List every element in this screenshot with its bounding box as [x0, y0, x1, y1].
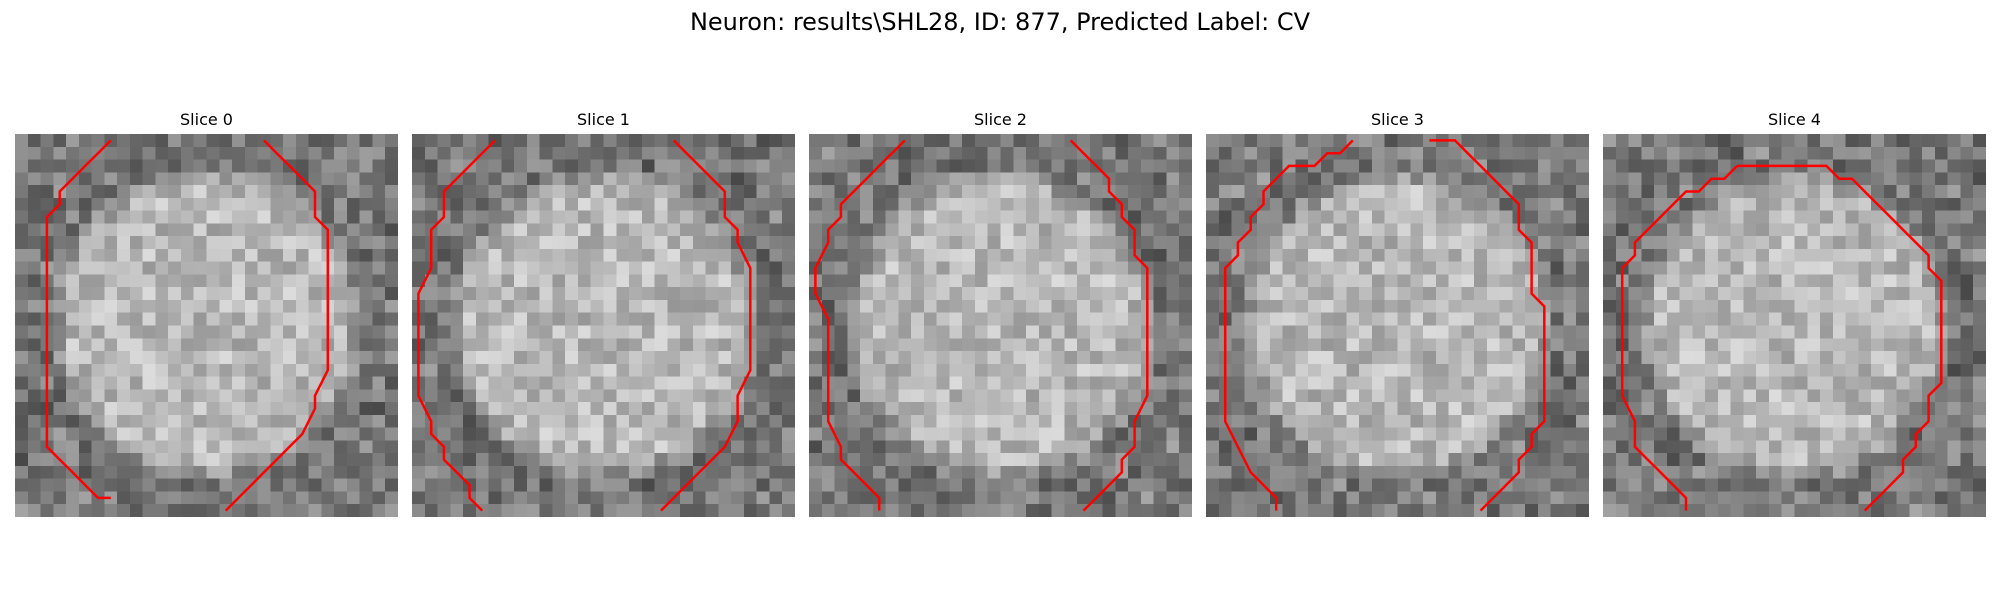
slice-title: Slice 2: [809, 109, 1192, 131]
slice-title: Slice 4: [1603, 109, 1986, 131]
slice-pixels: [1603, 134, 1986, 517]
slice-pixels: [809, 134, 1192, 517]
slice-image: [1206, 134, 1589, 517]
slice-title: Slice 1: [412, 109, 795, 131]
figure-title: Neuron: results\SHL28, ID: 877, Predicte…: [0, 5, 2000, 39]
slice-image: [1603, 134, 1986, 517]
slice-pixels: [412, 134, 795, 517]
slice-pixels: [15, 134, 398, 517]
slice-image: [412, 134, 795, 517]
slice-pixels: [1206, 134, 1589, 517]
slice-image: [809, 134, 1192, 517]
slice-title: Slice 3: [1206, 109, 1589, 131]
slice-image: [15, 134, 398, 517]
slice-title: Slice 0: [15, 109, 398, 131]
